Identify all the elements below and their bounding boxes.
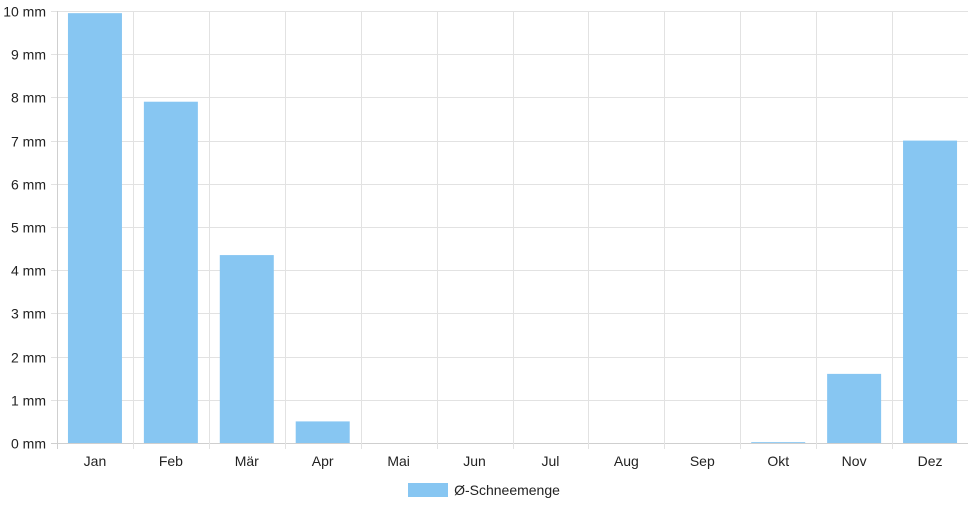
y-tick-label: 6 mm bbox=[11, 177, 46, 193]
y-tick-label: 4 mm bbox=[11, 263, 46, 279]
legend[interactable]: Ø-Schneemenge bbox=[0, 480, 968, 500]
bar bbox=[143, 101, 198, 443]
x-tick-label: Mär bbox=[235, 453, 259, 469]
ticks-layer: 0 mm 1 mm 2 mm 3 mm 4 mm 5 mm 6 mm 7 mm 8 mm 9 mm… bbox=[3, 4, 942, 470]
bar bbox=[67, 13, 122, 443]
bar bbox=[751, 442, 806, 443]
y-tick-label: 8 mm bbox=[11, 90, 46, 106]
x-tick-label: Sep bbox=[690, 453, 715, 469]
y-tick-label: 1 mm bbox=[11, 393, 46, 409]
y-tick-label: 9 mm bbox=[11, 47, 46, 63]
y-tick-label: 0 mm bbox=[11, 436, 46, 452]
x-tick-label: Jan bbox=[84, 453, 107, 469]
x-tick-label: Okt bbox=[767, 453, 789, 469]
x-tick-label: Apr bbox=[312, 453, 334, 469]
x-tick-label: Dez bbox=[918, 453, 943, 469]
legend-swatch bbox=[408, 483, 449, 497]
x-tick-label: Jul bbox=[542, 453, 560, 469]
x-tick-label: Jun bbox=[463, 453, 486, 469]
y-tick-label: 2 mm bbox=[11, 350, 46, 366]
x-tick-label: Aug bbox=[614, 453, 639, 469]
x-tick-label: Mai bbox=[387, 453, 410, 469]
x-tick-label: Feb bbox=[159, 453, 183, 469]
y-tick-label: 10 mm bbox=[3, 4, 46, 20]
bars-layer bbox=[67, 13, 958, 443]
y-tick-label: 5 mm bbox=[11, 220, 46, 236]
bar bbox=[295, 421, 350, 443]
bar bbox=[903, 140, 958, 443]
legend-label: Ø-Schneemenge bbox=[454, 482, 560, 498]
bar bbox=[827, 373, 882, 443]
y-tick-label: 7 mm bbox=[11, 134, 46, 150]
grid-layer bbox=[51, 11, 968, 449]
x-tick-label: Nov bbox=[842, 453, 867, 469]
y-tick-label: 3 mm bbox=[11, 306, 46, 322]
bar bbox=[219, 255, 274, 443]
